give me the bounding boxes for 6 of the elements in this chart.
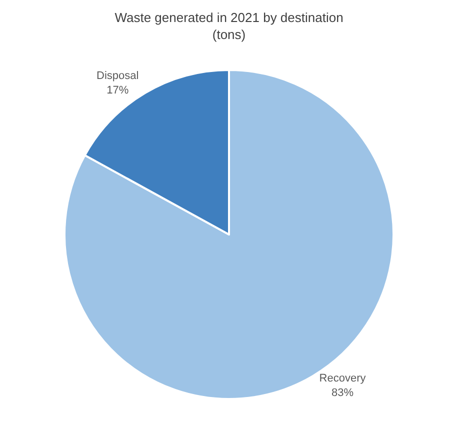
data-label: 83%: [332, 386, 354, 399]
slice-label: Disposal: [96, 70, 139, 82]
pie-slice: [64, 69, 394, 400]
slice-label: Recovery: [319, 372, 366, 385]
data-label: 17%: [106, 84, 129, 96]
chart-title: Waste generated in 2021 by destination (tons): [114, 10, 344, 42]
